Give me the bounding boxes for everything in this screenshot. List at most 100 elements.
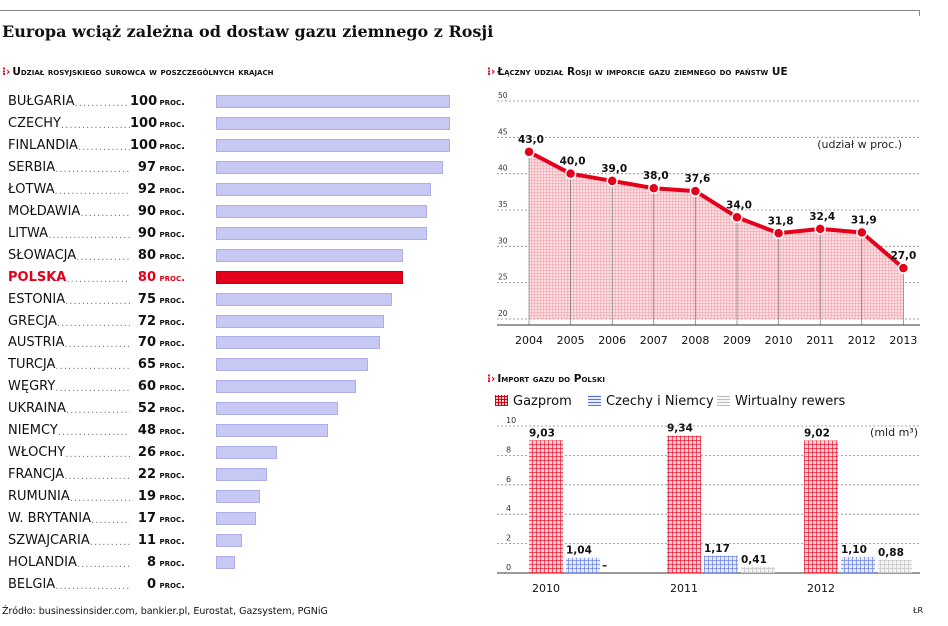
country-row-label: Litwa ..................................…: [8, 226, 208, 241]
share-value: 100: [130, 115, 158, 131]
import-bar: [841, 556, 875, 573]
country-row-label: Słowacja ...............................…: [8, 248, 208, 263]
share-bar: [216, 424, 329, 438]
share-value: 70: [137, 335, 156, 351]
share-value: 72: [137, 313, 156, 329]
leader-dots: ........................................…: [56, 317, 130, 329]
leader-dots: ........................................…: [80, 207, 130, 219]
share-value: 26: [137, 445, 156, 461]
data-point: [564, 167, 577, 180]
import-bar: [804, 440, 838, 573]
country-row-label: Szwajcaria .............................…: [8, 533, 208, 548]
leader-dots: ........................................…: [74, 98, 130, 109]
country-name: Finlandia: [8, 137, 78, 153]
section-title-shares: ⁝› Udział rosyjskiego surowca w poszczegó…: [2, 66, 273, 78]
top-rule: [0, 10, 920, 11]
data-label: 39,0: [601, 163, 627, 175]
country-name: Bułgaria: [8, 94, 75, 109]
share-unit: proc.: [156, 492, 185, 504]
country-name: Estonia: [8, 291, 66, 307]
x-tick-label: 2011: [670, 582, 698, 595]
country-row-label: Bułgaria ...............................…: [8, 94, 208, 109]
country-row-label: Austria ................................…: [8, 335, 208, 350]
country-row-label: Estonia ................................…: [8, 292, 208, 307]
share-bar: [216, 446, 277, 460]
top-rule-end: [919, 10, 920, 16]
country-name: Węgry: [8, 379, 56, 395]
share-value: 97: [137, 159, 156, 175]
import-value-label: 1,10: [841, 544, 867, 556]
x-tick-label: 2013: [889, 334, 917, 347]
y-tick-label: 6: [506, 475, 511, 484]
section-title-import-text: Import gazu do Polski: [497, 373, 605, 385]
import-value-label: 9,03: [529, 427, 555, 439]
country-name: W. Brytania: [8, 511, 91, 527]
share-unit: proc.: [156, 316, 185, 328]
data-label: 38,0: [643, 170, 669, 182]
share-unit: proc.: [156, 557, 185, 569]
share-value: 11: [137, 533, 156, 548]
share-bar: [216, 314, 385, 328]
legend-label-wirtualny: Wirtualny rewers: [735, 394, 846, 409]
data-label: 27,0: [890, 250, 916, 262]
import-bar: [566, 557, 600, 573]
country-name: Austria: [8, 335, 65, 351]
y-tick-label: 4: [506, 504, 511, 513]
share-bar: [216, 490, 261, 504]
import-bar: [878, 560, 912, 573]
share-bar: [216, 248, 404, 262]
data-point: [897, 262, 910, 274]
country-row-label: Holandia ...............................…: [8, 555, 208, 570]
x-tick-label: 2011: [806, 334, 834, 347]
country-row-label: Mołdawia ...............................…: [8, 204, 208, 219]
data-point: [523, 146, 535, 158]
country-name: Serbia: [8, 159, 56, 175]
share-bar: [216, 555, 235, 569]
share-bar: [216, 512, 256, 526]
share-unit: proc.: [156, 338, 185, 350]
country-row-label: Niemcy .................................…: [8, 423, 208, 438]
author-credit: ŁR: [913, 606, 924, 615]
share-value: 60: [137, 379, 156, 395]
section-marker-icon: ⁝›: [487, 373, 496, 385]
share-value: 92: [137, 181, 156, 197]
country-row-label: Grecja .................................…: [8, 314, 208, 329]
y-tick-label: 20: [498, 309, 508, 318]
country-row-label: Ukraina ................................…: [8, 401, 208, 416]
leader-dots: ........................................…: [77, 141, 130, 153]
share-bar: [216, 336, 380, 350]
page-title: Europa wciąż zależna od dostaw gazu ziem…: [2, 22, 494, 41]
y-tick-label: 50: [498, 91, 508, 100]
x-tick-label: 2006: [598, 334, 626, 347]
leader-dots: ........................................…: [66, 273, 130, 285]
country-row-label: Węgry ..................................…: [8, 379, 208, 394]
leader-dots: ........................................…: [65, 295, 130, 307]
share-unit: proc.: [156, 162, 185, 174]
import-value-label: 1,04: [566, 545, 592, 557]
data-label: 31,8: [768, 215, 794, 227]
country-row-label: Czechy .................................…: [8, 116, 208, 131]
share-value: 90: [137, 225, 156, 241]
country-name: Belgia: [8, 576, 56, 592]
share-bar: [216, 468, 268, 482]
share-unit: proc.: [156, 536, 185, 547]
country-name: POLSKA: [8, 269, 67, 285]
import-bar: [667, 435, 701, 573]
eu-share-unit-note: (udział w proc.): [817, 138, 902, 151]
country-name: Łotwa: [8, 181, 55, 197]
leader-dots: ........................................…: [64, 339, 130, 351]
country-name: Szwajcaria: [8, 533, 90, 548]
data-point: [648, 182, 660, 194]
share-unit: proc.: [156, 382, 185, 394]
data-point: [689, 185, 702, 197]
share-unit: proc.: [156, 426, 185, 438]
share-unit: proc.: [156, 360, 185, 372]
import-value-label: –: [602, 560, 607, 572]
country-row-label: Turcja .................................…: [8, 357, 208, 372]
data-label: 34,0: [726, 199, 752, 211]
import-value-label: 9,02: [804, 427, 830, 439]
share-unit: proc.: [156, 118, 185, 130]
country-row-label: Belgia .................................…: [8, 577, 208, 592]
y-tick-label: 8: [506, 445, 511, 454]
